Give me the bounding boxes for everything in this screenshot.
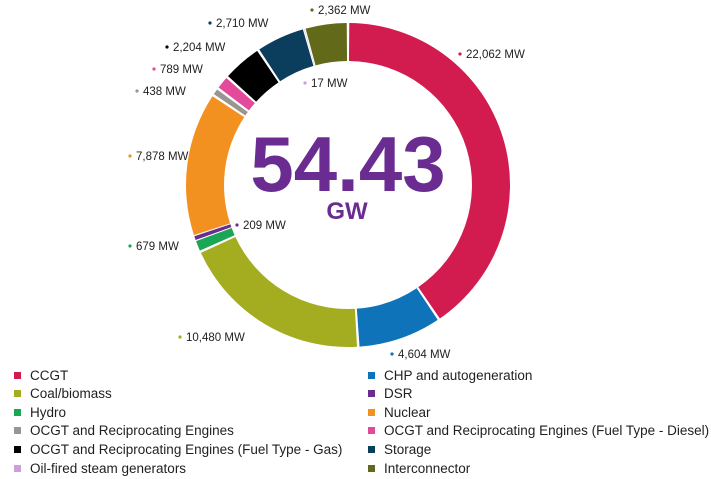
legend-label: OCGT and Reciprocating Engines (Fuel Typ…: [30, 441, 343, 457]
slice-value-label: 438 MW: [143, 86, 186, 98]
slice-value-label: 679 MW: [136, 241, 179, 253]
donut-chart: 22,062 MW 4,604 MW 10,480 MW 679 MW 209 MW 7,…: [128, 5, 525, 360]
slice-value-label: 10,480 MW: [186, 332, 245, 344]
legend-swatch: [14, 408, 21, 416]
slice-label-marker: [152, 67, 156, 71]
slice-label-marker: [135, 89, 139, 93]
slice-label-marker: [310, 8, 314, 12]
legend-swatch: [14, 390, 21, 398]
legend-label: OCGT and Reciprocating Engines: [30, 423, 234, 439]
legend-item: CCGT: [14, 366, 68, 384]
legend-label: Nuclear: [384, 404, 431, 420]
slice-value-label: 7,878 MW: [136, 151, 189, 163]
center-total-value: 54.43: [250, 120, 445, 208]
slice-storage: [259, 29, 314, 82]
legend-swatch: [368, 464, 375, 472]
slice-value-label: 789 MW: [160, 64, 203, 76]
legend-item: Hydro: [14, 403, 66, 421]
slice-ocgt-and-reciprocating-engines-fuel-type-diesel: [218, 78, 255, 111]
slice-value-label: 2,710 MW: [216, 18, 269, 30]
slice-chp-and-autogeneration: [356, 288, 438, 347]
slice-value-label: 209 MW: [243, 220, 286, 232]
slice-dsr: [194, 224, 232, 240]
slice-value-label: 2,204 MW: [173, 42, 226, 54]
legend-label: OCGT and Reciprocating Engines (Fuel Typ…: [384, 423, 710, 439]
slice-value-label: 2,362 MW: [318, 5, 371, 17]
slice-value-label: 17 MW: [311, 78, 348, 90]
legend-swatch: [14, 427, 21, 435]
slice-label-marker: [128, 154, 132, 158]
legend-label: CHP and autogeneration: [384, 367, 533, 383]
legend-item: DSR: [368, 385, 413, 403]
legend-label: Hydro: [30, 404, 67, 420]
legend-item: OCGT and Reciprocating Engines (Fuel Typ…: [14, 440, 342, 458]
legend-swatch: [14, 445, 21, 453]
slice-labels: 22,062 MW 4,604 MW 10,480 MW 679 MW 209 MW 7,…: [128, 5, 525, 360]
legend-swatch: [368, 390, 375, 398]
legend-item: Coal/biomass: [14, 385, 112, 403]
legend-swatch: [368, 408, 375, 416]
center-total-unit: GW: [326, 198, 368, 225]
legend-label: CCGT: [30, 367, 69, 383]
legend-label: DSR: [384, 386, 413, 402]
legend-label: Oil-fired steam generators: [30, 460, 187, 476]
slice-label-marker: [128, 244, 132, 248]
legend-item: Oil-fired steam generators: [14, 459, 186, 477]
slice-ocgt-and-reciprocating-engines-fuel-type-gas: [228, 50, 279, 102]
slice-ccgt: [348, 23, 511, 319]
legend-label: Interconnector: [384, 460, 471, 476]
slice-interconnector: [305, 23, 348, 66]
legend-swatch: [368, 371, 375, 379]
legend-swatch: [368, 445, 375, 453]
slice-label-marker: [235, 223, 239, 227]
slice-ocgt-and-reciprocating-engines: [213, 89, 248, 116]
slice-label-marker: [458, 52, 462, 56]
slice-hydro: [196, 227, 235, 251]
legend-swatch: [14, 371, 21, 379]
legend-swatch: [368, 427, 375, 435]
legend-label: Coal/biomass: [30, 386, 112, 402]
donut-slices: [186, 23, 511, 347]
legend-item: CHP and autogeneration: [368, 366, 532, 384]
legend-label: Storage: [384, 441, 432, 457]
legend-item: Interconnector: [368, 459, 470, 477]
legend-item: Storage: [368, 440, 431, 458]
slice-value-label: 22,062 MW: [466, 49, 525, 61]
slice-label-marker: [208, 21, 212, 25]
legend-swatch: [14, 464, 21, 472]
slice-label-marker: [178, 335, 182, 339]
slice-value-label: 4,604 MW: [398, 349, 451, 360]
slice-label-marker: [165, 45, 169, 49]
slice-label-marker: [303, 81, 307, 85]
slice-nuclear: [186, 96, 245, 236]
slice-coal-biomass: [200, 236, 358, 347]
slice-label-marker: [390, 352, 394, 356]
slice-oil-fired-steam-generators: [304, 28, 315, 66]
legend-item: Nuclear: [368, 403, 431, 421]
legend-item: OCGT and Reciprocating Engines (Fuel Typ…: [368, 422, 709, 440]
legend-item: OCGT and Reciprocating Engines: [14, 422, 234, 440]
